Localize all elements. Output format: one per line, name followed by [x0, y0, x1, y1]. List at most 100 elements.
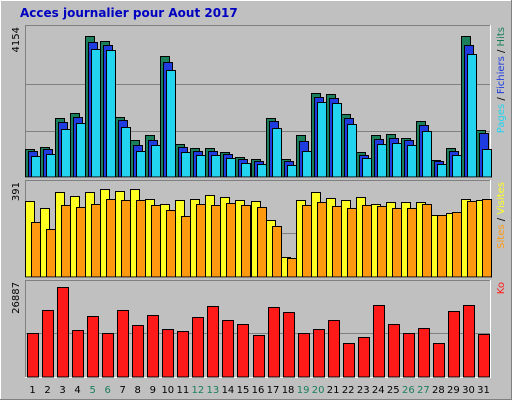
bar-pages-day-15 [241, 163, 251, 178]
bar-ko-day-27 [418, 328, 430, 378]
bar-sites-day-30 [467, 201, 477, 278]
bar-sites-day-5 [91, 204, 101, 278]
x-tick-label-day-12: 12 [192, 385, 205, 396]
x-tick-label-day-28: 28 [432, 385, 445, 396]
bar-ko-day-3 [57, 287, 69, 378]
x-tick-label-day-17: 17 [267, 385, 280, 396]
bar-pages-day-26 [407, 145, 417, 178]
bar-ko-day-30 [463, 305, 475, 378]
bar-sites-day-6 [106, 199, 116, 278]
bar-ko-day-12 [192, 317, 204, 378]
bar-pages-day-5 [91, 49, 101, 178]
legend-separator: / [496, 215, 507, 225]
bar-ko-day-22 [343, 343, 355, 378]
bar-ko-day-24 [373, 305, 385, 378]
x-tick-label-day-26: 26 [402, 385, 415, 396]
bar-pages-day-13 [211, 155, 221, 178]
bar-ko-day-13 [207, 306, 219, 378]
bar-pages-day-21 [332, 103, 342, 178]
bar-ko-day-14 [222, 320, 234, 378]
y-max-label: 4154 [11, 27, 22, 52]
bar-ko-day-2 [42, 310, 54, 378]
bar-ko-day-15 [237, 324, 249, 378]
bar-sites-day-14 [226, 203, 236, 278]
bar-sites-day-28 [437, 215, 447, 278]
bar-ko-day-19 [298, 333, 310, 378]
bar-sites-day-17 [272, 226, 282, 278]
x-tick-label-day-5: 5 [89, 385, 95, 396]
x-tick-label-day-11: 11 [176, 385, 189, 396]
x-tick-label-day-10: 10 [161, 385, 174, 396]
bar-sites-day-12 [196, 204, 206, 278]
bar-sites-day-11 [181, 216, 191, 278]
x-tick-label-day-23: 23 [357, 385, 370, 396]
bar-ko-day-5 [87, 316, 99, 378]
bar-pages-day-7 [121, 127, 131, 178]
bar-ko-day-20 [313, 329, 325, 378]
x-tick-label-day-21: 21 [327, 385, 340, 396]
bar-pages-day-29 [452, 155, 462, 178]
bar-ko-day-29 [448, 311, 460, 378]
bar-ko-day-1 [27, 333, 39, 378]
bar-ko-day-25 [388, 324, 400, 378]
bar-ko-day-4 [72, 330, 84, 378]
bar-pages-day-19 [302, 151, 312, 178]
x-tick-label-day-13: 13 [207, 385, 220, 396]
legend-entry: Sites [496, 224, 507, 248]
bar-sites-day-16 [257, 207, 267, 278]
x-tick-label-day-15: 15 [237, 385, 250, 396]
bar-pages-day-11 [181, 152, 191, 178]
panel-visits-sites: 391 Sites / Visites [11, 180, 507, 278]
bar-ko-day-28 [433, 343, 445, 378]
bar-sites-day-4 [76, 207, 86, 278]
x-tick-label-day-19: 19 [297, 385, 310, 396]
x-tick-label-day-29: 29 [447, 385, 460, 396]
bar-sites-day-2 [46, 229, 56, 278]
x-tick-label-day-3: 3 [59, 385, 65, 396]
bar-pages-day-6 [106, 50, 116, 178]
x-tick-label-day-8: 8 [135, 385, 141, 396]
bar-pages-day-9 [151, 145, 161, 178]
bar-sites-day-22 [347, 208, 357, 278]
bar-sites-day-7 [121, 200, 131, 278]
legend-entry: Fichiers [496, 56, 507, 94]
bar-pages-day-23 [362, 158, 372, 178]
legend-entry: Hits [496, 27, 507, 46]
bar-pages-day-17 [272, 128, 282, 178]
bar-sites-day-9 [151, 205, 161, 278]
bar-pages-day-3 [61, 129, 71, 178]
x-tick-label-day-22: 22 [342, 385, 355, 396]
bar-sites-day-13 [211, 205, 221, 278]
legend: Ko [496, 282, 507, 294]
bar-pages-day-1 [31, 156, 41, 178]
x-tick-label-day-9: 9 [150, 385, 156, 396]
bar-ko-day-7 [117, 310, 129, 378]
legend: Pages / Fichiers / Hits [496, 27, 507, 133]
y-max-label: 26887 [11, 282, 22, 314]
bar-pages-day-25 [392, 143, 402, 178]
bar-ko-day-23 [358, 337, 370, 378]
bar-sites-day-21 [332, 206, 342, 278]
x-tick-label-day-30: 30 [462, 385, 475, 396]
x-tick-label-day-7: 7 [120, 385, 126, 396]
bar-ko-day-11 [177, 331, 189, 378]
bar-pages-day-14 [226, 158, 236, 178]
bar-ko-day-8 [132, 325, 144, 378]
x-tick-label-day-27: 27 [417, 385, 430, 396]
bar-ko-day-17 [268, 307, 280, 378]
x-tick-label-day-25: 25 [387, 385, 400, 396]
chart-title: Acces journalier pour Aout 2017 [20, 6, 238, 20]
x-tick-label-day-2: 2 [44, 385, 50, 396]
bar-pages-day-16 [257, 164, 267, 178]
bar-pages-day-31 [482, 149, 492, 178]
legend-separator: / [496, 94, 507, 104]
bar-pages-day-2 [46, 154, 56, 178]
bar-sites-day-29 [452, 212, 462, 278]
x-tick-label-day-6: 6 [104, 385, 110, 396]
bar-sites-day-24 [377, 206, 387, 278]
bar-pages-day-12 [196, 155, 206, 178]
bar-pages-day-30 [467, 54, 477, 178]
bar-sites-day-25 [392, 208, 402, 278]
bar-sites-day-1 [31, 222, 41, 278]
